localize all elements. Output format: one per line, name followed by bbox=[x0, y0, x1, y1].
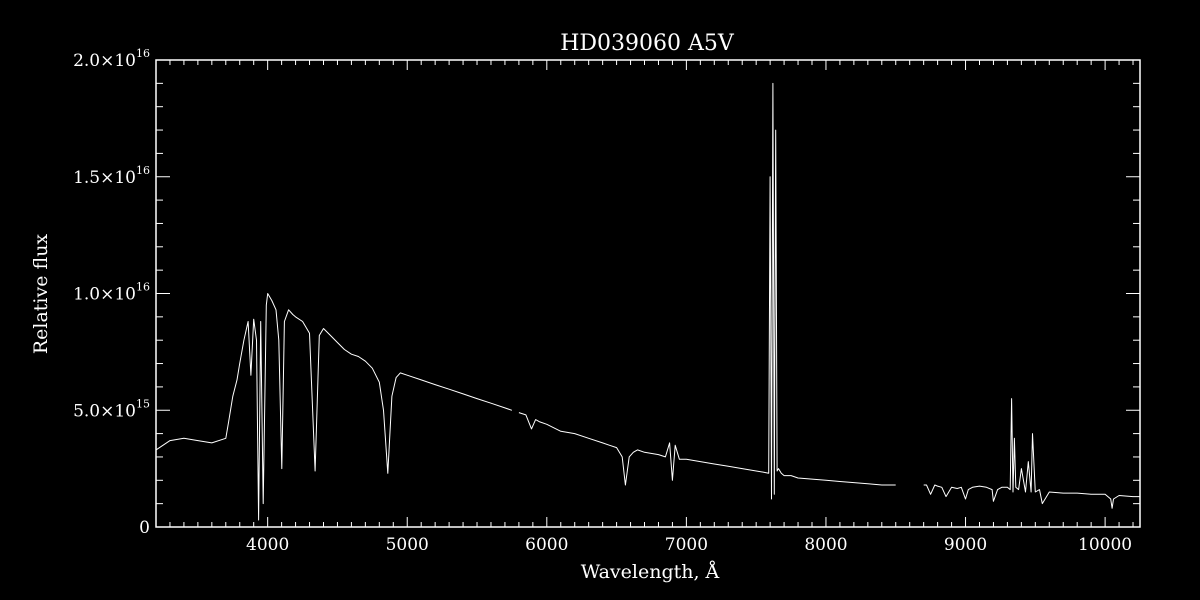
tick-labels: 4000 5000 6000 7000 8000 9000 10000 0 5.0×1015 1.… bbox=[73, 47, 1132, 555]
y-tick-mantissa: 1.5×10 bbox=[73, 168, 136, 188]
x-tick-label: 9000 bbox=[944, 535, 987, 555]
y-axis-label: Relative flux bbox=[30, 234, 52, 355]
x-tick-label: 6000 bbox=[525, 535, 568, 555]
y-tick-label: 1.5×1016 bbox=[73, 164, 150, 188]
y-tick-exponent: 16 bbox=[136, 281, 150, 294]
spectrum-line-segment bbox=[155, 293, 513, 521]
spectrum-line-segment bbox=[518, 82, 896, 500]
y-tick-exponent: 16 bbox=[136, 47, 150, 60]
spectrum-series bbox=[155, 82, 1140, 521]
plot-frame bbox=[155, 59, 1141, 528]
x-tick-label: 5000 bbox=[386, 535, 429, 555]
chart-title: HD039060 A5V bbox=[560, 31, 735, 56]
y-tick-label: 5.0×1015 bbox=[73, 397, 150, 421]
y-tick-mantissa: 0 bbox=[139, 518, 150, 538]
y-tick-mantissa: 1.0×10 bbox=[73, 285, 136, 305]
y-tick-label: 2.0×1016 bbox=[73, 47, 150, 71]
x-tick-label: 7000 bbox=[665, 535, 708, 555]
y-tick-label: 0 bbox=[139, 518, 150, 538]
x-tick-label: 10000 bbox=[1078, 535, 1132, 555]
x-axis-label: Wavelength, Å bbox=[581, 561, 720, 583]
y-tick-label: 1.0×1016 bbox=[73, 281, 150, 305]
y-tick-mantissa: 2.0×10 bbox=[73, 51, 136, 71]
x-tick-label: 8000 bbox=[804, 535, 847, 555]
y-tick-exponent: 16 bbox=[136, 164, 150, 177]
spectrum-line-segment bbox=[923, 398, 1140, 509]
x-tick-label: 4000 bbox=[246, 535, 289, 555]
y-tick-mantissa: 5.0×10 bbox=[73, 401, 136, 421]
y-tick-exponent: 15 bbox=[136, 397, 150, 410]
